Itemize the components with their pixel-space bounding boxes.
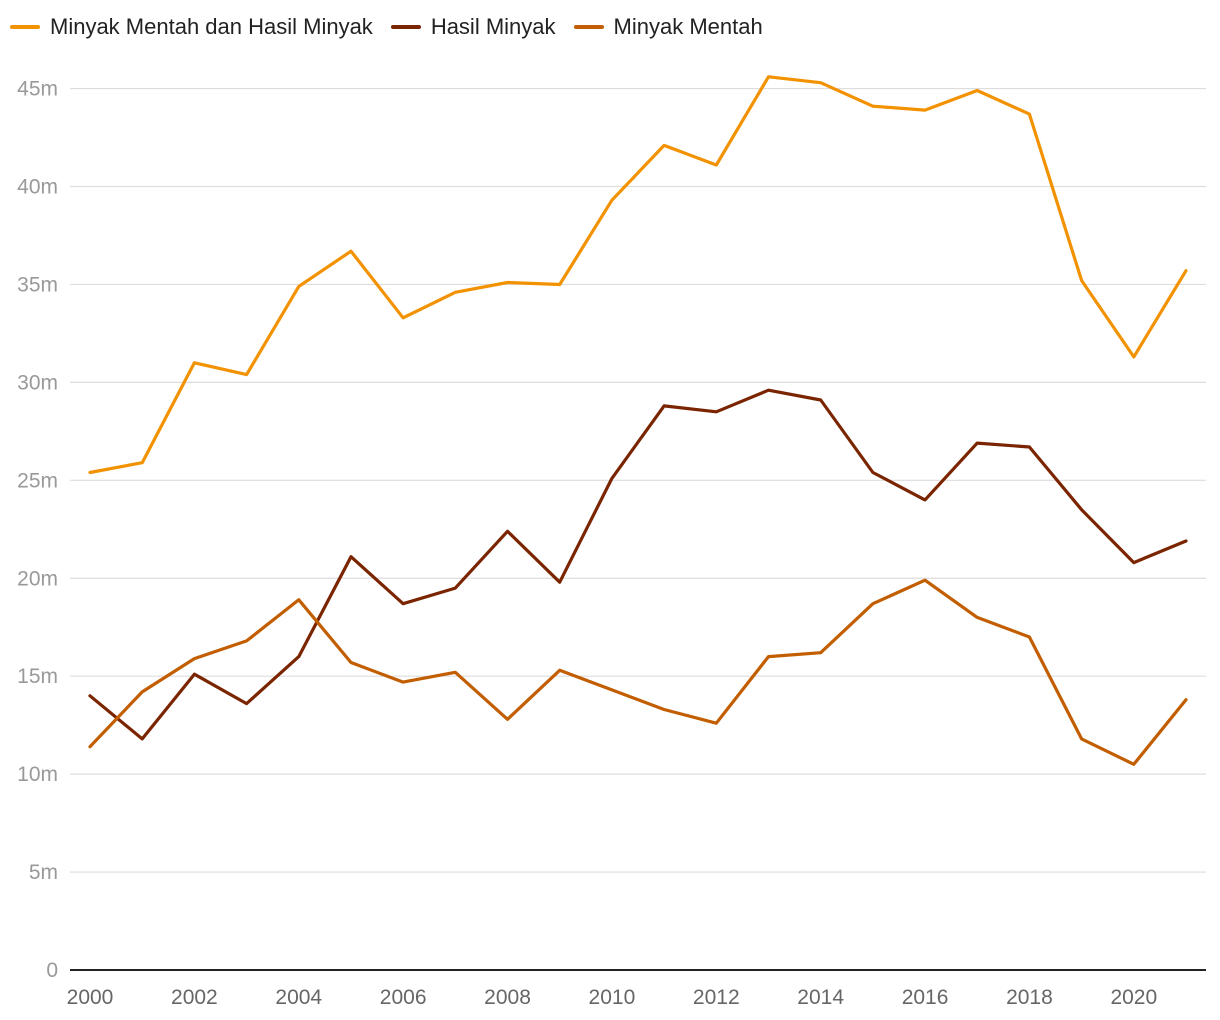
x-tick-label: 2010 — [589, 986, 636, 1009]
series-line-0[interactable] — [88, 75, 1188, 475]
y-tick-label: 35m — [17, 273, 58, 296]
y-axis-ticks: 0 5m 10m 15m 20m 25m 30m 35m 40m 45m — [17, 78, 58, 982]
y-tick-label: 25m — [17, 469, 58, 492]
y-tick-label: 5m — [29, 861, 58, 884]
legend: Minyak Mentah dan Hasil Minyak Hasil Min… — [10, 14, 781, 40]
series-line-2[interactable] — [88, 578, 1188, 766]
legend-label-crude: Minyak Mentah — [613, 14, 763, 39]
legend-item-combined[interactable]: Minyak Mentah dan Hasil Minyak — [10, 14, 373, 40]
y-tick-label: 10m — [17, 763, 58, 786]
series-line-1[interactable] — [88, 388, 1188, 741]
grid-lines — [70, 87, 1206, 873]
x-tick-label: 2012 — [693, 986, 740, 1009]
x-axis-ticks: 2000 2002 2004 2006 2008 2010 2012 2014 2016 2018… — [67, 986, 1158, 1009]
x-tick-label: 2008 — [484, 986, 531, 1009]
x-tick-label: 2018 — [1006, 986, 1053, 1009]
y-tick-label: 30m — [17, 371, 58, 394]
legend-swatch-crude — [573, 25, 604, 29]
legend-label-products: Hasil Minyak — [430, 14, 556, 39]
x-tick-label: 2014 — [797, 986, 844, 1009]
series-lines — [88, 75, 1188, 766]
legend-label-combined: Minyak Mentah dan Hasil Minyak — [50, 14, 373, 39]
x-tick-label: 2000 — [67, 986, 114, 1009]
y-tick-label: 45m — [17, 78, 58, 101]
x-tick-label: 2004 — [275, 986, 322, 1009]
legend-swatch-products — [390, 25, 421, 29]
y-tick-label: 0 — [46, 959, 58, 982]
x-tick-label: 2006 — [380, 986, 427, 1009]
legend-item-crude[interactable]: Minyak Mentah — [573, 14, 763, 40]
y-tick-label: 15m — [17, 665, 58, 688]
x-tick-label: 2002 — [171, 986, 218, 1009]
y-tick-label: 20m — [17, 567, 58, 590]
x-tick-label: 2020 — [1110, 986, 1157, 1009]
legend-swatch-combined — [10, 25, 40, 29]
y-tick-label: 40m — [17, 176, 58, 199]
legend-item-products[interactable]: Hasil Minyak — [390, 14, 556, 40]
x-tick-label: 2016 — [902, 986, 949, 1009]
